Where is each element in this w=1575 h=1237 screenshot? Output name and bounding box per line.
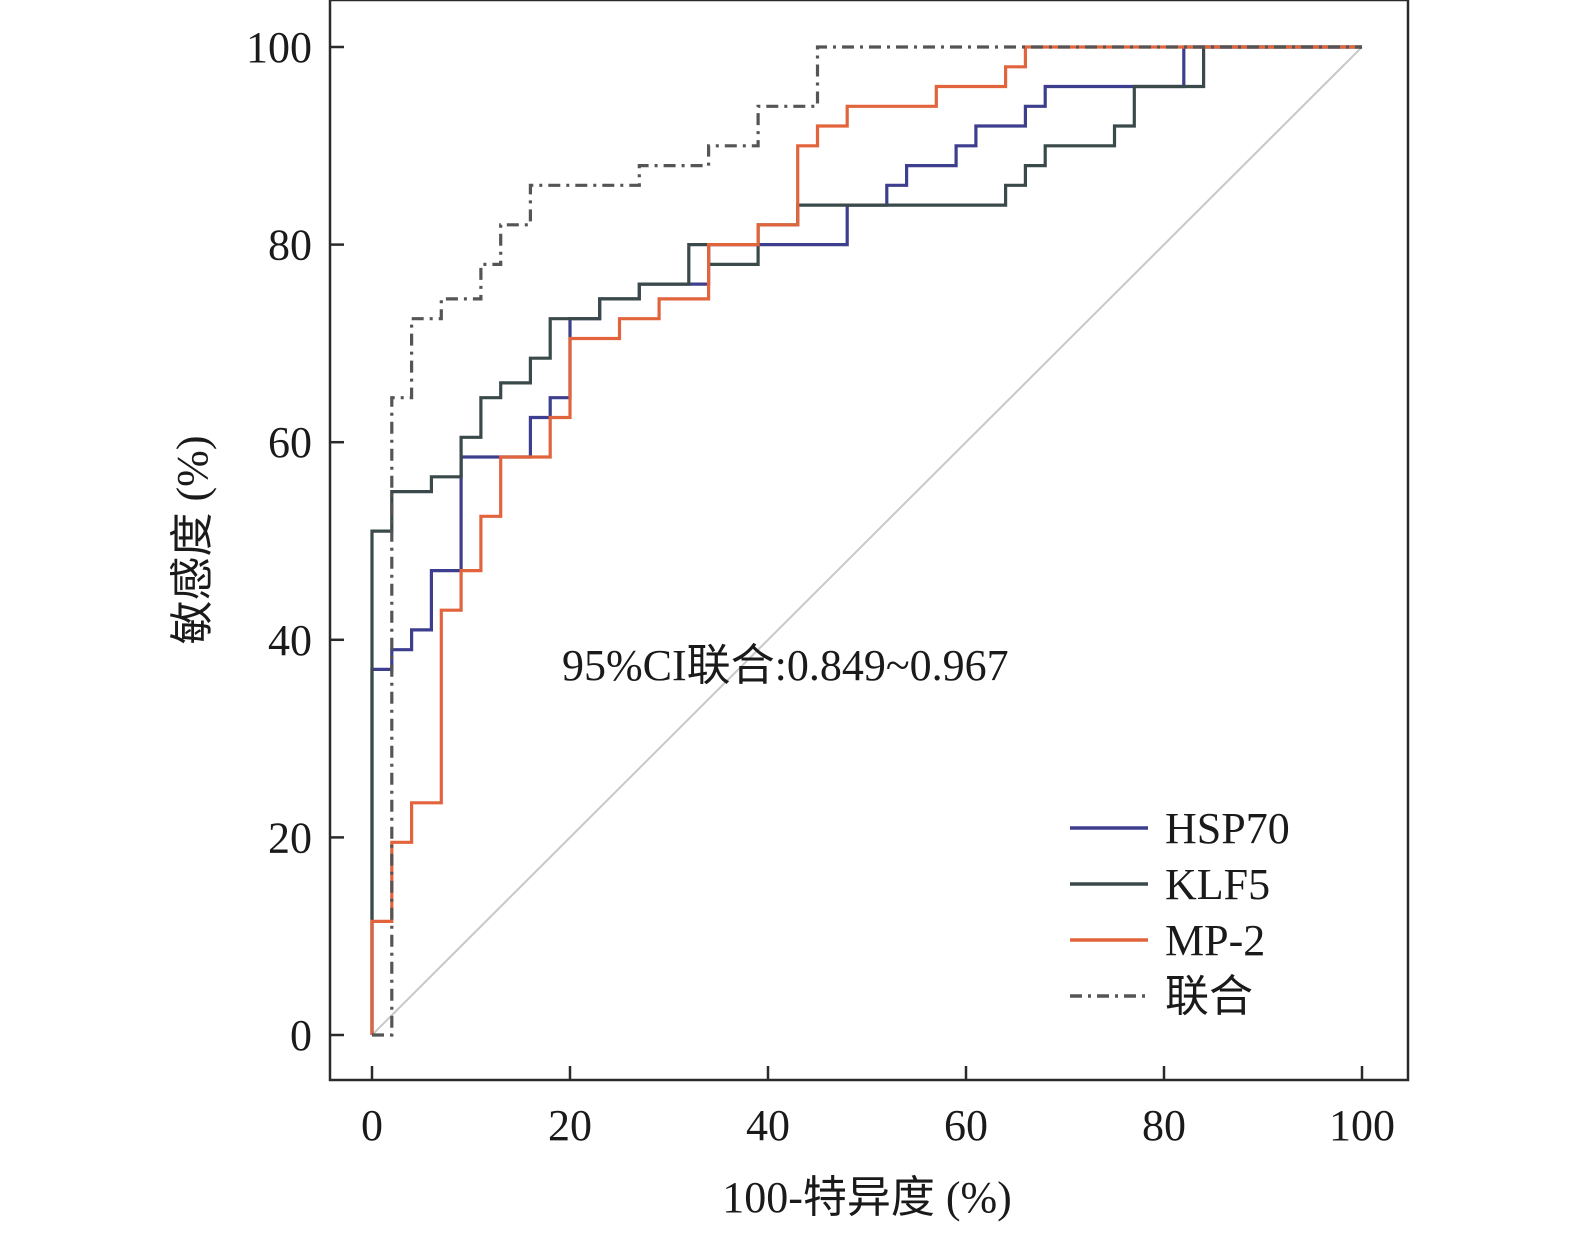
legend-label-1: KLF5 [1165,860,1270,909]
x-tick-label: 20 [548,1101,592,1150]
legend: HSP70 KLF5 MP-2 联合 [1070,804,1290,1021]
plot-frame [328,0,1410,1082]
series-layer [370,45,1362,1037]
x-axis-ticks: 0 20 40 60 80 100 [361,1066,1395,1150]
y-tick-label: 20 [268,813,312,862]
y-axis-title: 敏感度 (%) [168,436,217,645]
x-tick-label: 80 [1142,1101,1186,1150]
x-tick-label: 0 [361,1101,383,1150]
y-tick-label: 60 [268,418,312,467]
legend-label-3: 联合 [1165,972,1253,1021]
x-tick-label: 100 [1329,1101,1395,1150]
reference-layer [371,46,1363,1036]
y-tick-label: 0 [290,1011,312,1060]
y-tick-label: 100 [246,23,312,72]
series-line-3 [372,45,1362,1037]
x-tick-label: 60 [944,1101,988,1150]
y-tick-label: 40 [268,616,312,665]
legend-label-2: MP-2 [1165,916,1265,965]
series-line-2 [370,45,1362,1035]
legend-label-0: HSP70 [1165,804,1290,853]
x-axis-title: 100-特异度 (%) [722,1173,1012,1222]
series-line-1 [370,45,1362,1035]
ci-annotation: 95%CI联合:0.849~0.967 [562,641,1009,690]
y-tick-label: 80 [268,221,312,270]
reference-diagonal [371,46,1363,1036]
x-tick-label: 40 [746,1101,790,1150]
y-axis-ticks: 0 20 40 60 80 100 [246,23,344,1060]
